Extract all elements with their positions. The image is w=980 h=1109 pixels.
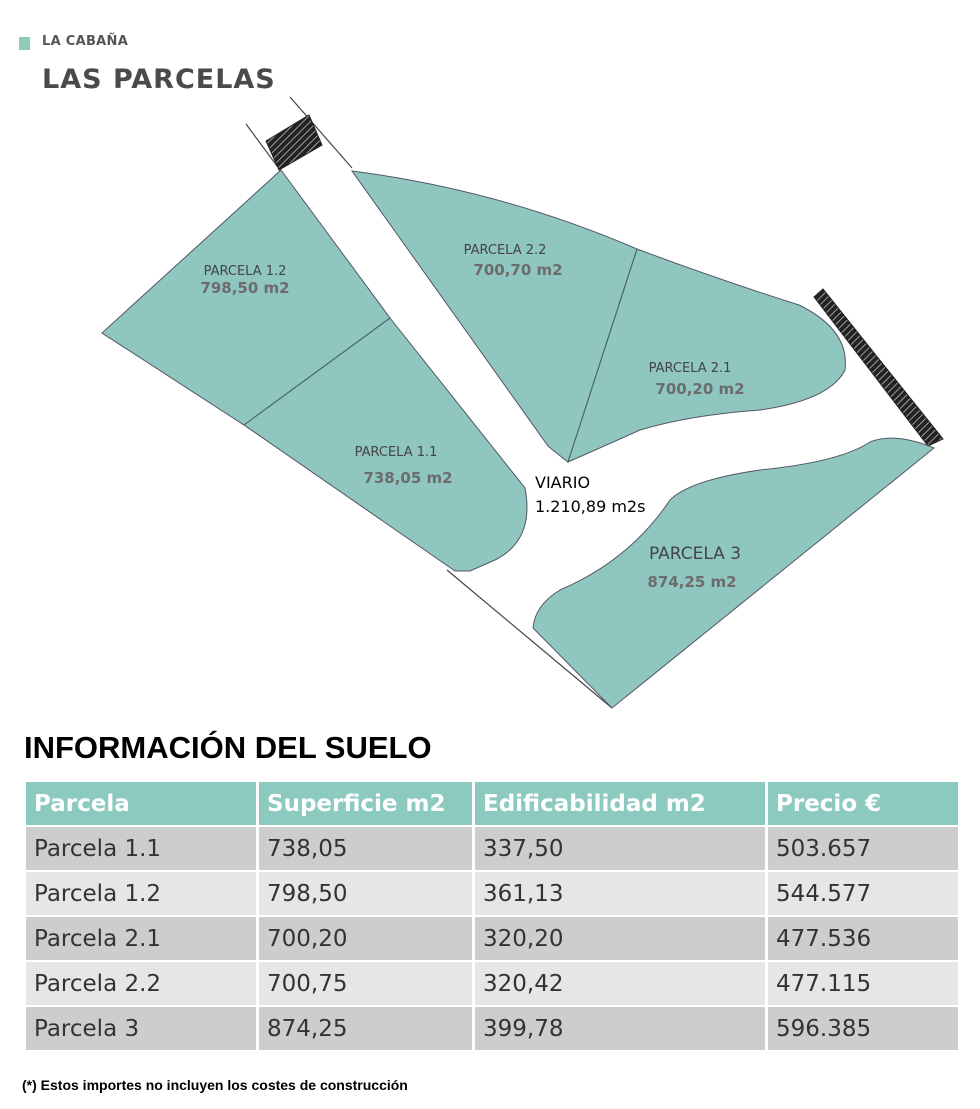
site-plan-map: PARCELA 1.2 798,50 m2 PARCELA 1.1 738,05… bbox=[101, 96, 944, 709]
road-edge-line bbox=[245, 123, 281, 171]
parcel-2-1-label: PARCELA 2.1 bbox=[649, 361, 732, 376]
column-header: Precio € bbox=[768, 782, 958, 825]
cell-parcel: Parcela 3 bbox=[26, 1007, 256, 1050]
parcel-2-1-area bbox=[567, 248, 846, 463]
parcel-2-2-area bbox=[350, 170, 638, 463]
parcel-3-area-label: 874,25 m2 bbox=[647, 573, 736, 591]
footnote: (*) Estos importes no incluyen los coste… bbox=[22, 1077, 408, 1093]
section-marker bbox=[19, 37, 30, 50]
cell-price: 477.536 bbox=[768, 917, 958, 960]
parcel-1-2-label: PARCELA 1.2 bbox=[204, 264, 287, 279]
cell-surface: 874,25 bbox=[259, 1007, 472, 1050]
parcel-3-label: PARCELA 3 bbox=[649, 544, 741, 564]
column-header: Parcela bbox=[26, 782, 256, 825]
parcel-1-1-area bbox=[243, 317, 528, 572]
hatched-access-block bbox=[265, 114, 323, 171]
parcel-divider bbox=[243, 317, 391, 426]
table-row: Parcela 1.1 738,05 337,50 503.657 bbox=[26, 827, 958, 870]
cell-surface: 738,05 bbox=[259, 827, 472, 870]
table-row: Parcela 3 874,25 399,78 596.385 bbox=[26, 1007, 958, 1050]
parcel-1-2-area-label: 798,50 m2 bbox=[200, 279, 289, 297]
table-row: Parcela 1.2 798,50 361,13 544.577 bbox=[26, 872, 958, 915]
cell-surface: 798,50 bbox=[259, 872, 472, 915]
column-header: Edificabilidad m2 bbox=[475, 782, 765, 825]
road-area-label: 1.210,89 m2s bbox=[535, 497, 645, 516]
road-edge-line bbox=[446, 569, 613, 709]
soil-info-title: INFORMACIÓN DEL SUELO bbox=[24, 730, 432, 765]
cell-price: 596.385 bbox=[768, 1007, 958, 1050]
table-row: Parcela 2.2 700,75 320,42 477.115 bbox=[26, 962, 958, 1005]
soil-info-table: Parcela Superficie m2 Edificabilidad m2 … bbox=[23, 780, 961, 1052]
parcel-2-2-area-label: 700,70 m2 bbox=[473, 261, 562, 279]
cell-parcel: Parcela 2.1 bbox=[26, 917, 256, 960]
cell-surface: 700,75 bbox=[259, 962, 472, 1005]
parcel-2-2-label: PARCELA 2.2 bbox=[464, 243, 547, 258]
cell-buildability: 320,20 bbox=[475, 917, 765, 960]
parcel-1-1-label: PARCELA 1.1 bbox=[355, 445, 438, 460]
column-header: Superficie m2 bbox=[259, 782, 472, 825]
cell-buildability: 399,78 bbox=[475, 1007, 765, 1050]
parcel-divider bbox=[567, 248, 638, 463]
cell-parcel: Parcela 1.1 bbox=[26, 827, 256, 870]
parcel-3-area bbox=[532, 437, 935, 709]
cell-parcel: Parcela 2.2 bbox=[26, 962, 256, 1005]
road-edge-line bbox=[289, 96, 353, 169]
table-header-row: Parcela Superficie m2 Edificabilidad m2 … bbox=[26, 782, 958, 825]
road-label: VIARIO bbox=[535, 473, 590, 492]
cell-surface: 700,20 bbox=[259, 917, 472, 960]
cell-buildability: 361,13 bbox=[475, 872, 765, 915]
cell-buildability: 337,50 bbox=[475, 827, 765, 870]
cell-price: 544.577 bbox=[768, 872, 958, 915]
cell-parcel: Parcela 1.2 bbox=[26, 872, 256, 915]
project-name: LA CABAÑA bbox=[42, 34, 129, 49]
cell-price: 477.115 bbox=[768, 962, 958, 1005]
hatched-boundary-strip bbox=[813, 288, 944, 447]
cell-price: 503.657 bbox=[768, 827, 958, 870]
page-title: LAS PARCELAS bbox=[42, 64, 276, 95]
table-row: Parcela 2.1 700,20 320,20 477.536 bbox=[26, 917, 958, 960]
parcel-2-1-area-label: 700,20 m2 bbox=[655, 380, 744, 398]
parcel-1-1-area-label: 738,05 m2 bbox=[363, 469, 452, 487]
cell-buildability: 320,42 bbox=[475, 962, 765, 1005]
